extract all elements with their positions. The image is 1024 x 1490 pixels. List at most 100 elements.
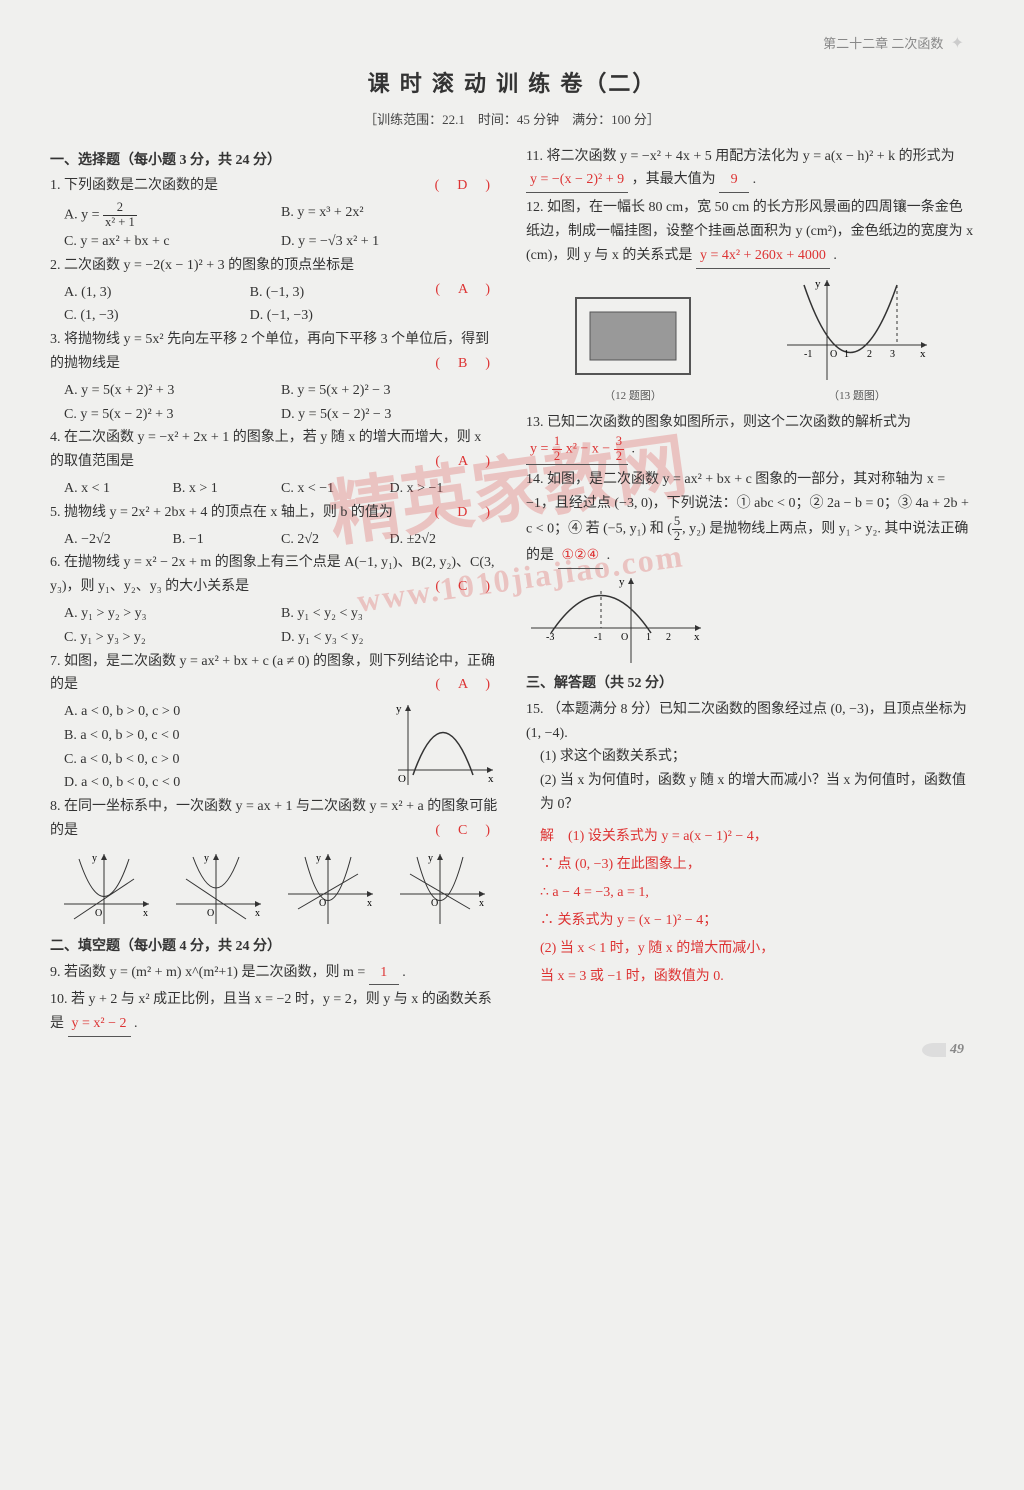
q12-answer: y = 4x² + 260x + 4000 [696,244,830,269]
q6-optC: C. y₁ > y₃ > y₂ [64,626,281,650]
sol-line: ∴ a − 4 = −3, a = 1, [540,879,974,907]
page-number: 49 [922,1038,964,1062]
q6-answer: ( C ) [435,575,492,599]
q12: 12. 如图，在一幅长 80 cm，宽 50 cm 的长方形风景画的四周镶一条金… [526,196,974,268]
q4-stem: 4. 在二次函数 y = −x² + 2x + 1 的图象上，若 y 随 x 的… [50,430,481,469]
q5-answer: ( D ) [435,501,492,525]
q11-stem-b: ，其最大值为 [632,172,720,187]
content-columns: 一、选择题（每小题 3 分，共 24 分） 1. 下列函数是二次函数的是 ( D… [50,145,974,1040]
q11: 11. 将二次函数 y = −x² + 4x + 5 用配方法化为 y = a(… [526,145,974,194]
svg-text:-3: -3 [546,632,554,643]
svg-text:x: x [479,898,484,909]
q5-options: A. −2√2 B. −1 C. 2√2 D. ±2√2 [64,528,498,552]
q15-stem: 15. （本题满分 8 分）已知二次函数的图象经过点 (0, −3)，且顶点坐标… [526,698,974,746]
fraction: 12 [552,435,562,464]
q4-optD: D. x > −1 [390,477,499,501]
q13-stem: 13. 已知二次函数的图象如图所示，则这个二次函数的解析式为 [526,415,911,430]
q5-optA: A. −2√2 [64,528,173,552]
svg-text:y: y [92,853,97,864]
fig12 [568,290,698,385]
q4-answer: ( A ) [435,450,492,474]
q8-stem: 8. 在同一坐标系中，一次函数 y = ax + 1 与二次函数 y = x² … [50,799,497,838]
svg-text:2: 2 [867,349,872,360]
section-3-head: 三、解答题（共 52 分） [526,672,974,696]
q1-options: A. y = 2 x² + 1 B. y = x³ + 2x² C. y = a… [64,201,498,253]
q7-stem: 7. 如图，是二次函数 y = ax² + bx + c (a ≠ 0) 的图象… [50,654,495,693]
frac-n: 2 [103,201,137,216]
q6: 6. 在抛物线 y = x² − 2x + m 的图象上有三个点是 A(−1, … [50,551,498,599]
q3-optB: B. y = 5(x + 2)² − 3 [281,379,498,403]
svg-text:x: x [367,898,372,909]
svg-text:y: y [204,853,209,864]
star-icon: ✦ [951,35,964,52]
svg-text:O: O [830,349,837,360]
q4: 4. 在二次函数 y = −x² + 2x + 1 的图象上，若 y 随 x 的… [50,426,498,474]
frac-d: 2 [672,530,682,544]
q3-options: A. y = 5(x + 2)² + 3 B. y = 5(x + 2)² − … [64,379,498,427]
fig12-label: （12 题图） [568,387,698,406]
q4-optB: B. x > 1 [173,477,282,501]
q2: 2. 二次函数 y = −2(x − 1)² + 3 的图象的顶点坐标是 ( A… [50,254,498,278]
axis-O: O [398,773,406,785]
q2-optA: A. (1, 3) [64,281,250,305]
q3-optD: D. y = 5(x − 2)² − 3 [281,403,498,427]
svg-text:x: x [694,631,700,643]
svg-text:x: x [143,908,148,919]
frac-d: x² + 1 [103,216,137,230]
q3: 3. 将抛物线 y = 5x² 先向左平移 2 个单位，再向下平移 3 个单位后… [50,328,498,376]
q11-tail: . [753,172,757,187]
q1-optD: D. y = −√3 x² + 1 [281,230,498,254]
q9-answer: 1 [369,961,399,986]
q9-tail: . [402,965,406,980]
q13-ans-pre: y = [530,442,552,457]
q13-tail: . [632,442,636,457]
fig-12-13-row: （12 题图） xy -1 O 1 2 3 （13 题图） [526,275,974,406]
q6-optB: B. y₁ < y₂ < y₃ [281,602,498,626]
sol-line: 解 (1) 设关系式为 y = a(x − 1)² − 4， [540,823,974,851]
q10-tail: . [134,1016,138,1031]
q5: 5. 抛物线 y = 2x² + 2bx + 4 的顶点在 x 轴上，则 b 的… [50,501,498,525]
svg-text:O: O [431,898,438,909]
q14-answer: ①②④ [558,544,604,569]
q7-row: A. a < 0, b > 0, c > 0 B. a < 0, b > 0, … [50,700,498,795]
q4-optC: C. x < −1 [281,477,390,501]
fraction: 2 x² + 1 [103,201,137,230]
q2-optC: C. (1, −3) [64,304,250,328]
svg-text:3: 3 [890,349,895,360]
fraction: 32 [614,435,624,464]
axis-y: y [396,703,402,715]
fig13-label: （13 题图） [782,387,932,406]
frac-d: 2 [552,450,562,464]
q13-ans-mid: x² − x − [562,442,614,457]
svg-text:y: y [316,853,321,864]
fig14: xy -3 -1 O 1 2 [526,573,706,668]
q8-answer: ( C ) [435,819,492,843]
svg-text:y: y [815,278,821,290]
q5-optD: D. ±2√2 [390,528,499,552]
fig13: xy -1 O 1 2 3 [782,275,932,385]
chapter-header-text: 第二十二章 二次函数 [823,36,943,51]
q2-options: A. (1, 3) B. (−1, 3) C. (1, −3) D. (−1, … [64,281,435,329]
page-title: 课 时 滚 动 训 练 卷（二） [50,65,974,102]
q15-p1: (1) 求这个函数关系式； [540,745,974,769]
q13-answer: y = 12 x² − x − 32 [526,435,628,465]
q1-optB: B. y = x³ + 2x² [281,201,498,230]
sol-line: ∵ 点 (0, −3) 在此图象上， [540,851,974,879]
q7-optC: C. a < 0, b < 0, c > 0 [64,748,378,772]
q1-optA-label: A. y = [64,208,103,223]
q3-answer: ( B ) [435,352,492,376]
q14: 14. 如图，是二次函数 y = ax² + bx + c 图象的一部分，其对称… [526,468,974,569]
q5-stem: 5. 抛物线 y = 2x² + 2bx + 4 的顶点在 x 轴上，则 b 的… [50,505,393,520]
frac-n: 5 [672,515,682,530]
q11-answer-b: 9 [719,168,749,193]
q9: 9. 若函数 y = (m² + m) x^(m²+1) 是二次函数，则 m =… [50,961,498,986]
q4-options: A. x < 1 B. x > 1 C. x < −1 D. x > −1 [64,477,498,501]
q6-options: A. y₁ > y₂ > y₃ B. y₁ < y₂ < y₃ C. y₁ > … [64,602,498,650]
svg-text:1: 1 [844,349,849,360]
q15-p2: (2) 当 x 为何值时，函数 y 随 x 的增大而减小？当 x 为何值时，函数… [540,769,974,817]
svg-text:O: O [621,632,628,643]
frac-n: 1 [552,435,562,450]
q14-tail: . [607,548,611,563]
chapter-header: 第二十二章 二次函数 ✦ [50,30,974,57]
q10-answer: y = x² − 2 [68,1012,131,1037]
